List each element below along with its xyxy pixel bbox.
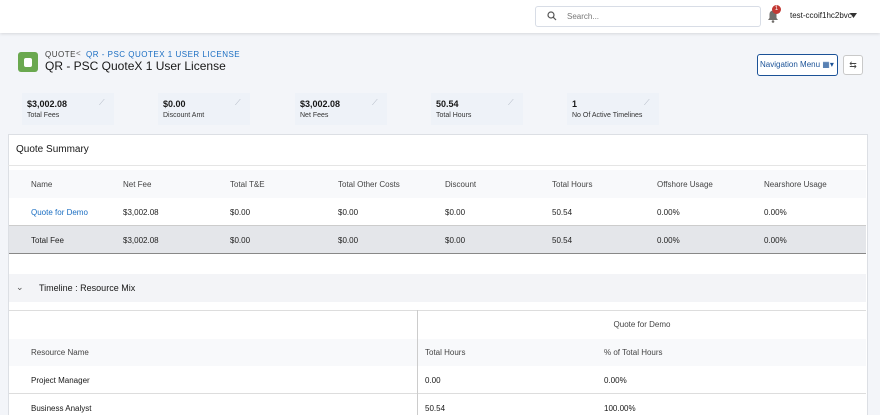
cell[interactable]: Quote for Demo [31, 208, 88, 217]
cell: 0.00% [764, 236, 787, 245]
cell: $0.00 [338, 236, 359, 245]
cell: $0.00 [338, 208, 359, 217]
refresh-button[interactable]: ⇆ [843, 55, 863, 75]
metric-card: 50.54 Total Hours ⟋ [431, 93, 523, 125]
cell: Project Manager [31, 376, 90, 385]
cell: $0.00 [230, 208, 251, 217]
search-box[interactable]: Search... [535, 6, 761, 27]
cell: 100.00% [604, 404, 636, 413]
metric-label: Total Fees [27, 112, 60, 119]
metric-card: $3,002.08 Total Fees ⟋ [22, 93, 114, 125]
metric-value: $3,002.08 [300, 99, 341, 109]
column-header: Resource Name [31, 348, 89, 357]
summary-row [9, 198, 866, 226]
cell: $3,002.08 [123, 208, 159, 217]
metric-card: $3,002.08 Net Fees ⟋ [295, 93, 387, 125]
metric-label: No Of Active Timelines [572, 112, 643, 119]
cell: $3,002.08 [123, 236, 159, 245]
column-header: Total T&E [230, 180, 265, 189]
metric-icon: ⟋ [508, 98, 514, 107]
metric-value: $0.00 [163, 99, 186, 109]
timeline-row [9, 394, 866, 415]
breadcrumb-link[interactable]: QR - PSC QUOTEX 1 USER LICENSE [86, 50, 241, 59]
column-header: Nearshore Usage [764, 180, 827, 189]
chevron[interactable]: ⌄ [16, 282, 24, 292]
column-header: % of Total Hours [604, 348, 663, 357]
column-divider [417, 310, 418, 415]
metric-label: Total Hours [436, 112, 472, 119]
card-header-line [8, 165, 866, 166]
column-header: Name [31, 180, 53, 189]
metric-label: Net Fees [300, 112, 329, 119]
navigation-menu-button[interactable]: Navigation Menu ▦▾ [757, 54, 838, 76]
metric-icon: ⟋ [99, 98, 105, 107]
column-header: Total Hours [425, 348, 466, 357]
breadcrumb-sep: < [76, 49, 81, 58]
column-header: Total Hours [552, 180, 593, 189]
metric-icon: ⟋ [235, 98, 241, 107]
group-header: Quote for Demo [613, 320, 671, 329]
cell: $0.00 [230, 236, 251, 245]
page-title: QR - PSC QuoteX 1 User License [45, 59, 226, 73]
breadcrumb-type: QUOTE [45, 50, 76, 59]
cell: $0.00 [445, 236, 466, 245]
record-icon [18, 52, 38, 72]
timeline-header [9, 274, 866, 302]
user-menu[interactable]: test-ccoif1hc2bvc [790, 11, 852, 20]
metric-label: Discount Amt [163, 112, 205, 119]
cell: 50.54 [552, 208, 573, 217]
column-header: Discount [445, 180, 477, 189]
metric-icon: ⟋ [372, 98, 378, 107]
metric-value: 1 [572, 99, 578, 109]
cell: 0.00 [425, 376, 441, 385]
timeline-title: Timeline : Resource Mix [39, 283, 136, 293]
cell: 0.00% [764, 208, 787, 217]
search-placeholder: Search... [567, 12, 600, 21]
column-header: Offshore Usage [657, 180, 713, 189]
total-row [9, 226, 866, 254]
cell: 0.00% [604, 376, 627, 385]
cell: $0.00 [445, 208, 466, 217]
metric-card: $0.00 Discount Amt ⟋ [158, 93, 250, 125]
cell: Total Fee [31, 236, 64, 245]
cell: 0.00% [657, 236, 680, 245]
timeline-row [9, 366, 866, 394]
metric-value: $3,002.08 [27, 99, 68, 109]
summary-title: Quote Summary [16, 144, 89, 155]
column-header: Total Other Costs [338, 180, 400, 189]
metric-card: 1 No Of Active Timelines ⟋ [567, 93, 659, 125]
metric-value: 50.54 [436, 99, 459, 109]
cell: 50.54 [552, 236, 573, 245]
cell: 50.54 [425, 404, 446, 413]
cell: 0.00% [657, 208, 680, 217]
column-header: Net Fee [123, 180, 152, 189]
nav-menu-label: Navigation Menu [760, 60, 821, 69]
notification-badge: 1 [772, 5, 781, 14]
metric-icon: ⟋ [644, 98, 650, 107]
search-icon [547, 11, 557, 21]
caret [850, 13, 857, 18]
cell: Business Analyst [31, 404, 92, 413]
